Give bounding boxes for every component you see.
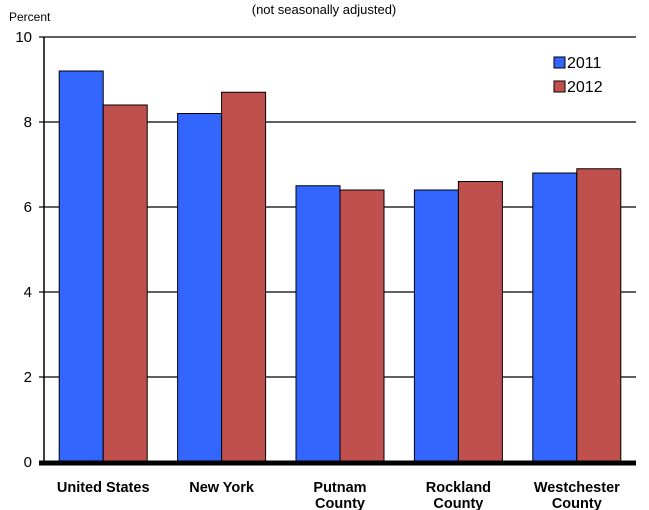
legend-swatch-2011 [554,57,565,68]
bar-2011 [414,190,458,462]
chart-subtitle: (not seasonally adjusted) [252,2,397,17]
bar-2011 [59,71,103,462]
bar-2012 [103,105,147,462]
x-category-label: County [433,496,483,510]
x-category-label: Putnam [313,480,366,496]
legend-label-2012: 2012 [567,79,603,96]
bars [59,71,621,462]
x-category-label: County [552,496,602,510]
y-tick-labels: 0 2 4 6 8 10 [15,29,32,471]
bar-2012 [222,92,266,462]
x-category-label: Rockland [426,480,491,496]
x-category-label: Westchester [534,480,620,496]
y-tick-label: 0 [24,454,32,471]
x-category-labels: United States New York PutnamCountyRocklan… [57,480,620,510]
x-category-label: New York [189,480,255,496]
y-axis-label: Percent [9,10,51,24]
legend: 2011 2012 [554,55,603,96]
x-category-label: County [315,496,365,510]
bar-2011 [178,114,222,463]
bar-2011 [296,186,340,462]
bar-2012 [340,190,384,462]
x-category-label: United States [57,480,150,496]
y-tick-label: 2 [24,369,32,386]
bar-2011 [533,173,577,462]
legend-label-2011: 2011 [567,55,602,72]
y-tick-label: 8 [24,114,32,131]
y-tick-label: 10 [15,29,32,46]
y-tick-label: 6 [24,199,32,216]
bar-2012 [577,169,621,462]
bar-2012 [458,182,502,463]
legend-swatch-2012 [554,81,565,92]
y-tick-label: 4 [24,284,32,301]
